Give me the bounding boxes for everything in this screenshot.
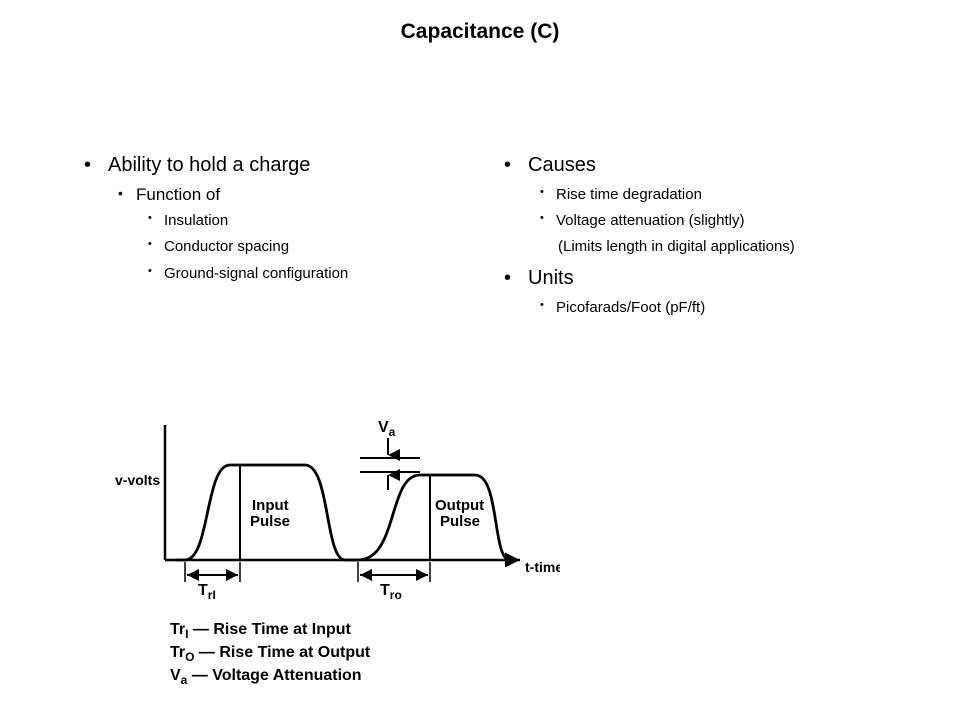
legend-line-3: Va — Voltage Attenuation — [170, 666, 370, 689]
svg-text:Output Pulse: Output Pulse — [435, 497, 488, 530]
content-area: Ability to hold a charge Function of Ins… — [0, 154, 960, 324]
left-sub-item: Function of Insulation Conductor spacing… — [108, 185, 480, 284]
left-main-text: Ability to hold a charge — [108, 154, 310, 176]
va-sub: a — [389, 425, 396, 439]
left-l3-1: Conductor spacing — [136, 237, 480, 257]
output-label-2: Pulse — [440, 513, 480, 530]
units-label: Units — [528, 267, 574, 289]
left-column: Ability to hold a charge Function of Ins… — [80, 154, 480, 324]
right-column: Causes Rise time degradation Voltage att… — [480, 154, 900, 324]
diagram-legend: TrI — Rise Time at Input TrO — Rise Time… — [170, 620, 370, 688]
svg-text:Va: Va — [378, 419, 396, 439]
causes-label: Causes — [528, 154, 596, 176]
legend-line-2: TrO — Rise Time at Output — [170, 643, 370, 666]
causes-item: Causes Rise time degradation Voltage att… — [500, 154, 900, 255]
svg-text:Input Pulse: Input Pulse — [250, 497, 293, 530]
pulse-diagram: v-volts t-time TrI Input Pulse Tro Outpu… — [80, 410, 560, 620]
left-sub-text: Function of — [136, 185, 220, 204]
units-0: Picofarads/Foot (pF/ft) — [528, 298, 900, 318]
tro-t: T — [380, 582, 390, 599]
tro-sub: ro — [390, 588, 402, 602]
legend-line-1: TrI — Rise Time at Input — [170, 620, 370, 643]
input-label-2: Pulse — [250, 513, 290, 530]
units-item: Units Picofarads/Foot (pF/ft) — [500, 267, 900, 318]
output-pulse-curve — [345, 475, 510, 560]
y-axis-label: v-volts — [115, 472, 160, 488]
svg-text:Tro: Tro — [380, 582, 402, 602]
tri-sub: rI — [208, 588, 216, 602]
tri-t: T — [198, 582, 208, 599]
left-l3-0: Insulation — [136, 211, 480, 231]
left-l3-2: Ground-signal configuration — [136, 264, 480, 284]
x-axis-label: t-time — [525, 559, 560, 575]
causes-1: Voltage attenuation (slightly) — [528, 211, 900, 231]
left-main-item: Ability to hold a charge Function of Ins… — [80, 154, 480, 284]
input-label-1: Input — [252, 497, 289, 514]
output-label-1: Output — [435, 497, 484, 514]
svg-text:TrI: TrI — [198, 582, 216, 602]
causes-note: (Limits length in digital applications) — [528, 238, 900, 255]
causes-0: Rise time degradation — [528, 185, 900, 205]
page-title: Capacitance (C) — [0, 0, 960, 44]
